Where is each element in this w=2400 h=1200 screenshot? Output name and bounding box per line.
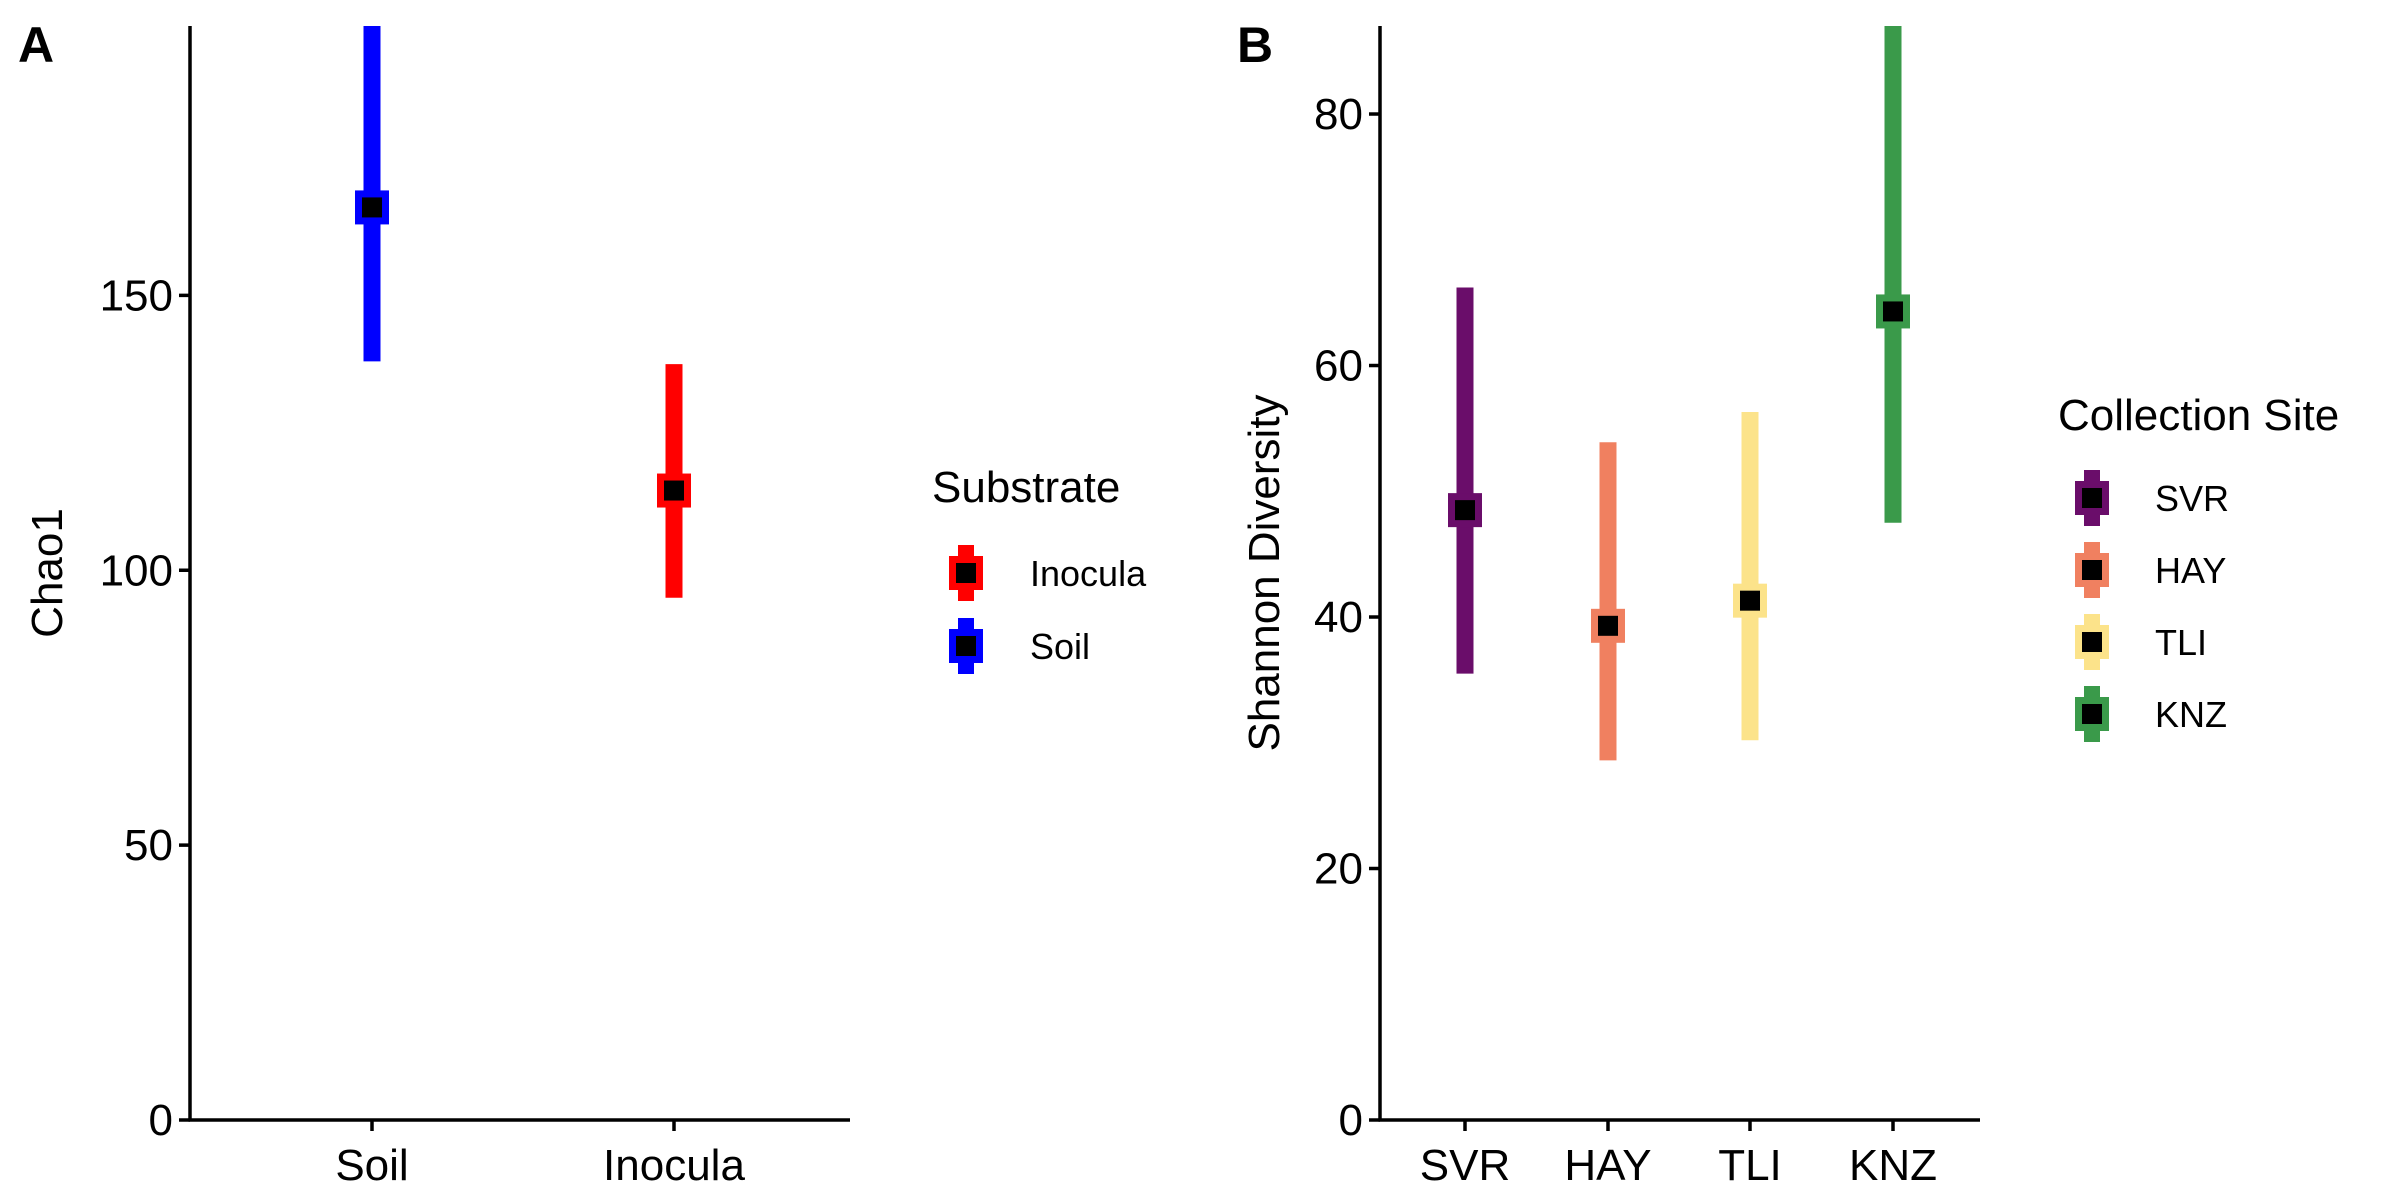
- legend-label: SVR: [2155, 478, 2229, 519]
- x-tick-label: KNZ: [1849, 1141, 1937, 1190]
- y-tick-label: 80: [1314, 90, 1363, 139]
- legend-label: Soil: [1030, 626, 1090, 667]
- legend-key-point: [956, 563, 976, 583]
- legend-label: HAY: [2155, 550, 2226, 591]
- legend-key-point: [2082, 632, 2102, 652]
- legend-title: Collection Site: [2058, 391, 2339, 440]
- legend-title: Substrate: [932, 463, 1120, 512]
- legend-key-point: [2082, 560, 2102, 580]
- y-tick-label: 40: [1314, 593, 1363, 642]
- x-tick-label: Soil: [335, 1141, 408, 1190]
- data-point: [1740, 590, 1760, 611]
- legend-key-point: [956, 636, 976, 656]
- y-tick-label: 100: [100, 546, 173, 595]
- x-tick-label: SVR: [1420, 1141, 1510, 1190]
- data-point: [664, 480, 684, 501]
- data-point: [1598, 615, 1618, 636]
- legend-key-point: [2082, 704, 2102, 724]
- data-point: [1883, 301, 1903, 322]
- x-tick-label: TLI: [1718, 1141, 1782, 1190]
- y-axis-title: Shannon Diversity: [1240, 394, 1289, 751]
- legend-label: KNZ: [2155, 694, 2227, 735]
- y-tick-label: 0: [149, 1096, 173, 1145]
- y-axis-title: Chao1: [23, 508, 72, 638]
- y-tick-label: 20: [1314, 845, 1363, 894]
- data-point: [362, 197, 382, 218]
- x-tick-label: Inocula: [603, 1141, 745, 1190]
- data-point: [1455, 500, 1475, 521]
- panel-label: B: [1237, 17, 1273, 73]
- y-tick-label: 0: [1339, 1096, 1363, 1145]
- x-tick-label: HAY: [1564, 1141, 1651, 1190]
- y-tick-label: 60: [1314, 342, 1363, 391]
- legend-label: TLI: [2155, 622, 2207, 663]
- legend-key-point: [2082, 488, 2102, 508]
- panel-b: B 0 20 40 60 80 SVR HAY TLI KNZ Shannon Diversity C…: [1237, 17, 2339, 1190]
- legend-label: Inocula: [1030, 553, 1147, 594]
- panel-label: A: [18, 17, 54, 73]
- y-tick-label: 50: [124, 821, 173, 870]
- panel-a: A 0 50 100 150 Soil Inocula Chao1 Substrate Inocu…: [18, 17, 1147, 1190]
- y-tick-label: 150: [100, 271, 173, 320]
